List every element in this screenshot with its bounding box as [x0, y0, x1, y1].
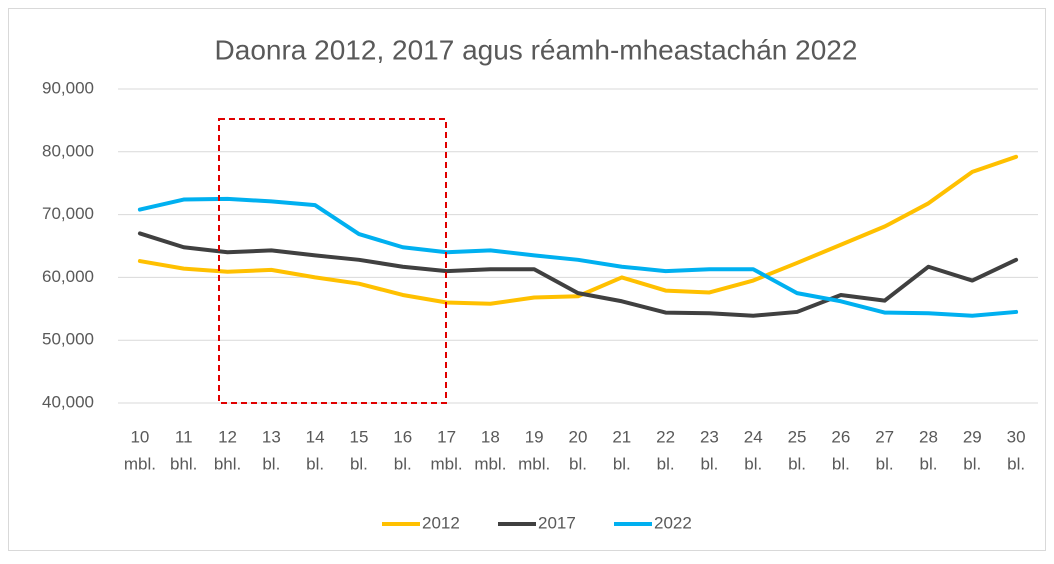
x-tick-label: 16	[393, 427, 412, 446]
x-tick-label: bhl.	[214, 454, 241, 473]
x-tick-label: 30	[1007, 427, 1026, 446]
x-tick-label: bl.	[350, 454, 368, 473]
x-tick-label: 19	[525, 427, 544, 446]
x-tick-label: bl.	[569, 454, 587, 473]
legend-label: 2017	[538, 513, 576, 532]
y-tick-label: 60,000	[42, 267, 94, 286]
x-tick-label: 13	[262, 427, 281, 446]
x-tick-label: 10	[130, 427, 149, 446]
labels: 40,000 50,000 60,000 70,000 80,000 90,000 10 mb…	[42, 78, 1026, 532]
x-tick-label: mbl.	[474, 454, 506, 473]
x-tick-label: 20	[569, 427, 588, 446]
x-tick-label: bl.	[963, 454, 981, 473]
lines	[137, 154, 1019, 318]
x-tick-label: bl.	[700, 454, 718, 473]
legend-label: 2012	[422, 513, 460, 532]
x-tick-label: bl.	[394, 454, 412, 473]
x-tick-label: bl.	[744, 454, 762, 473]
x-tick-label: bl.	[306, 454, 324, 473]
x-tick-label: 21	[612, 427, 631, 446]
y-tick-label: 40,000	[42, 392, 94, 411]
x-tick-label: 27	[875, 427, 894, 446]
x-tick-label: 22	[656, 427, 675, 446]
x-tick-label: 12	[218, 427, 237, 446]
x-tick-label: bl.	[788, 454, 806, 473]
x-tick-label: mbl.	[518, 454, 550, 473]
x-tick-label: bl.	[657, 454, 675, 473]
series-line	[137, 196, 1019, 318]
x-tick-label: 25	[788, 427, 807, 446]
x-tick-label: bl.	[262, 454, 280, 473]
x-tick-label: bl.	[876, 454, 894, 473]
x-tick-label: 11	[175, 427, 193, 446]
chart-title: Daonra 2012, 2017 agus réamh-mheastachán…	[215, 34, 858, 65]
x-tick-label: 24	[744, 427, 763, 446]
series-line	[137, 231, 1019, 318]
x-tick-label: bl.	[832, 454, 850, 473]
x-tick-label: 17	[437, 427, 456, 446]
highlight-box	[218, 118, 447, 404]
x-tick-label: bhl.	[170, 454, 197, 473]
y-tick-label: 80,000	[42, 141, 94, 160]
x-tick-label: 14	[306, 427, 325, 446]
x-tick-label: 23	[700, 427, 719, 446]
x-tick-label: 28	[919, 427, 938, 446]
x-tick-label: mbl.	[124, 454, 156, 473]
x-tick-label: bl.	[919, 454, 937, 473]
y-tick-label: 50,000	[42, 330, 94, 349]
series-line	[137, 154, 1019, 306]
x-tick-label: 18	[481, 427, 500, 446]
x-tick-label: 15	[349, 427, 368, 446]
x-tick-label: 26	[831, 427, 850, 446]
chart-frame	[8, 8, 1046, 551]
y-tick-label: 90,000	[42, 78, 94, 97]
y-tick-label: 70,000	[42, 204, 94, 223]
x-tick-label: mbl.	[431, 454, 463, 473]
x-tick-label: bl.	[1007, 454, 1025, 473]
x-tick-label: bl.	[613, 454, 631, 473]
legend-label: 2022	[654, 513, 692, 532]
x-tick-label: 29	[963, 427, 982, 446]
